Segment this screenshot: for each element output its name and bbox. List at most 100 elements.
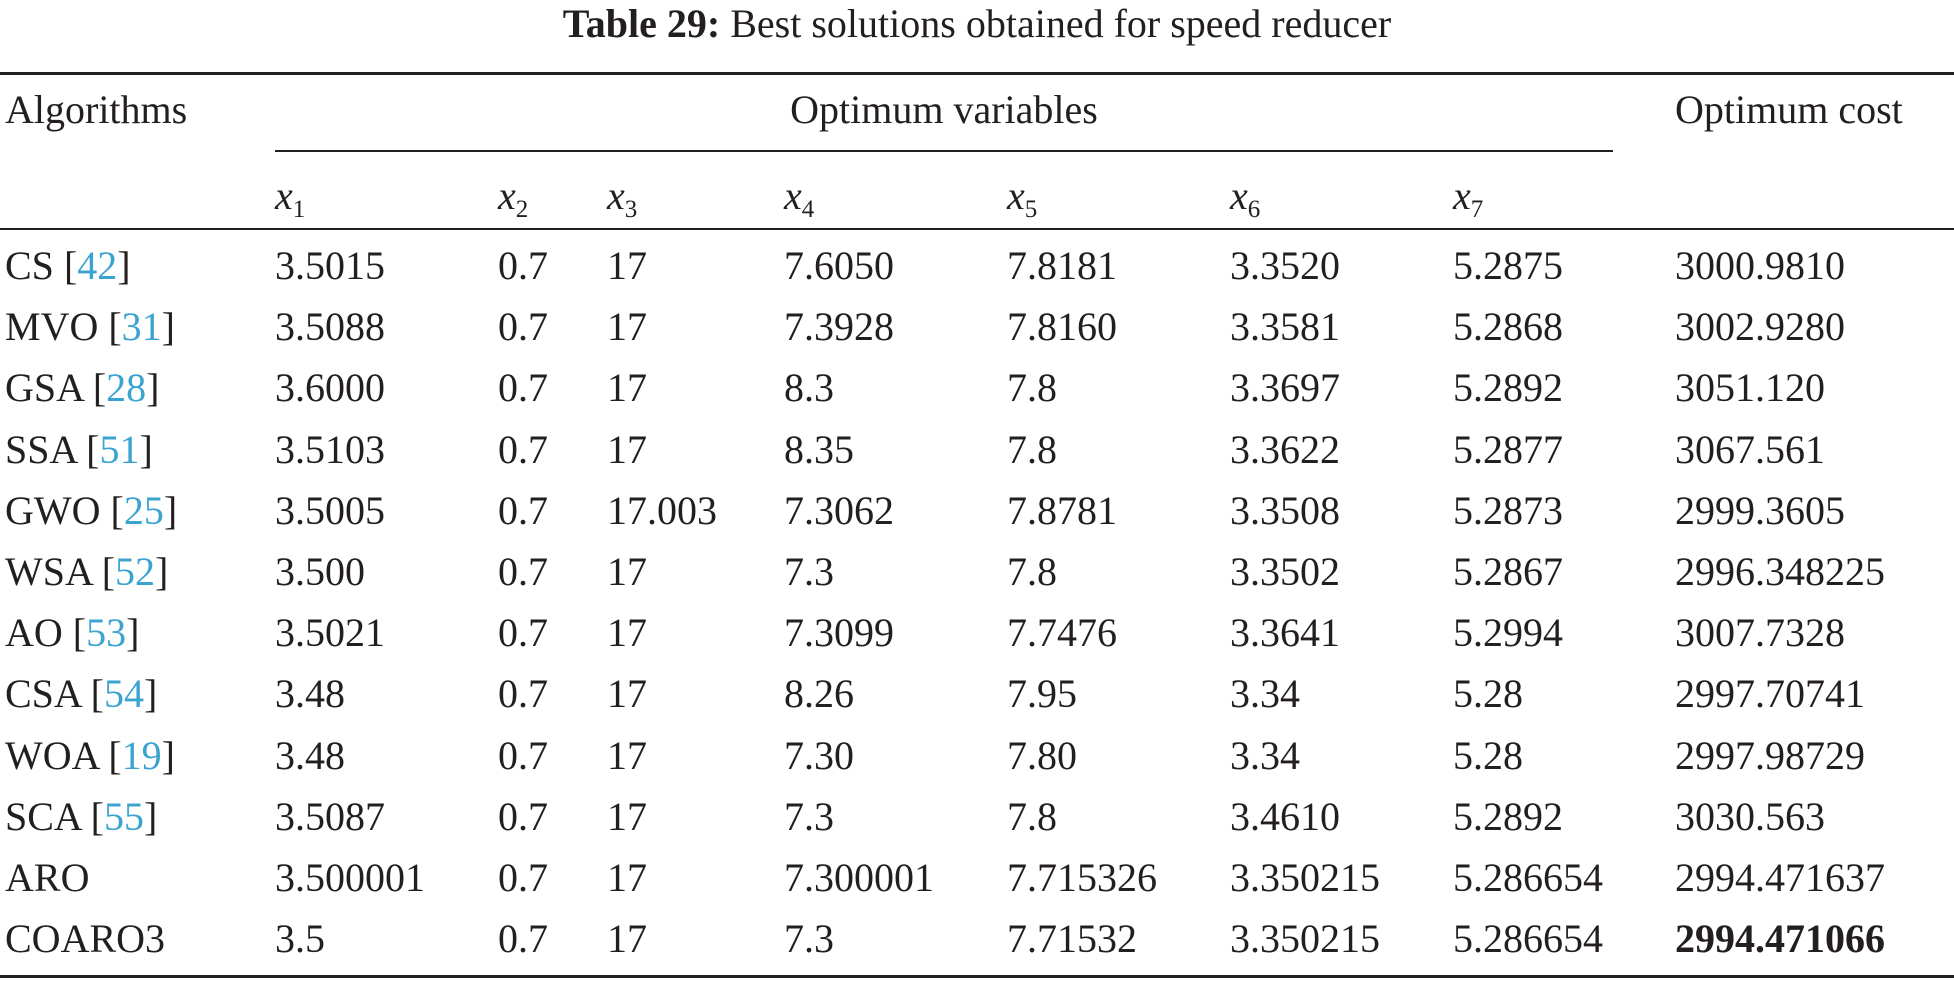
- cell-x3: 17: [607, 732, 647, 778]
- table-row: AO [53] 3.5021 0.7 17 7.3099 7.7476 3.3641 5.29…: [0, 605, 1954, 666]
- reference-link[interactable]: 19: [121, 732, 162, 778]
- table-row: SSA [51] 3.5103 0.7 17 8.35 7.8 3.3622 5.2877 30…: [0, 422, 1954, 483]
- cell-x7: 5.2868: [1453, 304, 1563, 350]
- cell-optimum-cost: 3000.9810: [1675, 243, 1845, 288]
- algorithm-name: AO [53]: [5, 610, 140, 656]
- cell-x6: 3.34: [1230, 671, 1300, 717]
- cell-x1: 3.5021: [275, 610, 385, 656]
- cell-x2: 0.7: [498, 304, 548, 350]
- cell-optimum-cost: 2996.348225: [1675, 549, 1885, 594]
- reference-link[interactable]: 55: [103, 793, 144, 839]
- header-variable-x1: x1: [275, 173, 306, 223]
- cell-x3: 17: [607, 549, 647, 594]
- table-header-rule: [0, 228, 1954, 230]
- cell-x4: 8.3: [784, 365, 834, 411]
- cell-x6: 3.3502: [1230, 549, 1340, 594]
- table-caption-text: Best solutions obtained for speed reduce…: [730, 1, 1392, 46]
- reference-link[interactable]: 54: [103, 671, 144, 717]
- cell-x1: 3.5: [275, 916, 325, 962]
- header-optimum-cost: Optimum cost: [1675, 87, 1903, 132]
- algorithm-name: SSA [51]: [5, 426, 153, 472]
- algorithm-name: CSA [54]: [5, 671, 158, 717]
- cell-x6: 3.3581: [1230, 304, 1340, 350]
- header-variable-x7: x7: [1453, 173, 1484, 223]
- cell-x5: 7.8: [1007, 426, 1057, 472]
- cell-x3: 17: [607, 855, 647, 900]
- cell-x5: 7.8160: [1007, 304, 1117, 350]
- cell-x4: 7.300001: [784, 855, 934, 900]
- table-row: WOA [19] 3.48 0.7 17 7.30 7.80 3.34 5.28 2997.98…: [0, 728, 1954, 789]
- cell-optimum-cost: 2997.98729: [1675, 732, 1865, 778]
- table-row: COARO3 3.5 0.7 17 7.3 7.71532 3.350215 5.286654…: [0, 911, 1954, 972]
- cell-x1: 3.5015: [275, 243, 385, 288]
- cell-x4: 7.3928: [784, 304, 894, 350]
- cell-x3: 17: [607, 304, 647, 350]
- cell-x7: 5.286654: [1453, 855, 1603, 900]
- cell-x1: 3.5087: [275, 793, 385, 839]
- cell-x5: 7.8: [1007, 793, 1057, 839]
- cell-optimum-cost: 3002.9280: [1675, 304, 1845, 350]
- table-row: GWO [25] 3.5005 0.7 17.003 7.3062 7.8781 3.350…: [0, 483, 1954, 544]
- cell-x6: 3.350215: [1230, 916, 1380, 962]
- cell-optimum-cost: 3007.7328: [1675, 610, 1845, 656]
- cell-x1: 3.48: [275, 671, 345, 717]
- cell-x1: 3.5088: [275, 304, 385, 350]
- reference-link[interactable]: 51: [99, 426, 140, 472]
- cell-x7: 5.2892: [1453, 365, 1563, 411]
- cell-x2: 0.7: [498, 671, 548, 717]
- cell-x7: 5.28: [1453, 671, 1523, 717]
- cell-x5: 7.8: [1007, 365, 1057, 411]
- cell-x1: 3.5103: [275, 426, 385, 472]
- cell-x1: 3.5005: [275, 487, 385, 533]
- cell-x2: 0.7: [498, 487, 548, 533]
- cell-x2: 0.7: [498, 916, 548, 962]
- cell-x6: 3.350215: [1230, 855, 1380, 900]
- table-row: ARO 3.500001 0.7 17 7.300001 7.715326 3.350215…: [0, 850, 1954, 911]
- algorithm-name: WSA [52]: [5, 549, 169, 594]
- cell-optimum-cost: 3030.563: [1675, 793, 1825, 839]
- cell-x3: 17: [607, 243, 647, 288]
- cell-x6: 3.3697: [1230, 365, 1340, 411]
- algorithm-name: WOA [19]: [5, 732, 175, 778]
- reference-link[interactable]: 52: [115, 549, 156, 594]
- cell-x4: 7.30: [784, 732, 854, 778]
- cell-x7: 5.286654: [1453, 916, 1603, 962]
- cell-x7: 5.2994: [1453, 610, 1563, 656]
- cell-x5: 7.715326: [1007, 855, 1157, 900]
- cell-x1: 3.500001: [275, 855, 425, 900]
- header-optimum-variables: Optimum variables: [790, 87, 1098, 132]
- header-variable-x4: x4: [784, 173, 815, 223]
- cell-x6: 3.3508: [1230, 487, 1340, 533]
- cell-x2: 0.7: [498, 610, 548, 656]
- algorithm-name: MVO [31]: [5, 304, 175, 350]
- cell-x4: 7.3: [784, 793, 834, 839]
- table-caption: Table 29: Best solutions obtained for sp…: [0, 0, 1954, 52]
- table-row: GSA [28] 3.6000 0.7 17 8.3 7.8 3.3697 5.2892 305…: [0, 360, 1954, 421]
- cell-x5: 7.7476: [1007, 610, 1117, 656]
- cell-x4: 8.35: [784, 426, 854, 472]
- cell-x5: 7.95: [1007, 671, 1077, 717]
- reference-link[interactable]: 28: [106, 365, 147, 411]
- algorithm-name: COARO3: [5, 916, 166, 962]
- algorithm-name: CS [42]: [5, 243, 131, 288]
- table-top-rule: [0, 72, 1954, 75]
- reference-link[interactable]: 42: [77, 243, 118, 288]
- cell-x7: 5.2877: [1453, 426, 1563, 472]
- cell-x6: 3.3520: [1230, 243, 1340, 288]
- cell-x3: 17.003: [607, 487, 717, 533]
- reference-link[interactable]: 53: [86, 610, 127, 656]
- cell-x4: 8.26: [784, 671, 854, 717]
- cell-x6: 3.34: [1230, 732, 1300, 778]
- cell-optimum-cost: 2994.471637: [1675, 855, 1885, 900]
- cell-x5: 7.8: [1007, 549, 1057, 594]
- reference-link[interactable]: 31: [121, 304, 162, 350]
- cell-x4: 7.6050: [784, 243, 894, 288]
- cell-x3: 17: [607, 365, 647, 411]
- cell-x1: 3.500: [275, 549, 365, 594]
- cell-x4: 7.3062: [784, 487, 894, 533]
- cell-x2: 0.7: [498, 793, 548, 839]
- reference-link[interactable]: 25: [123, 487, 164, 533]
- cell-x4: 7.3099: [784, 610, 894, 656]
- cell-x7: 5.2892: [1453, 793, 1563, 839]
- cell-x2: 0.7: [498, 732, 548, 778]
